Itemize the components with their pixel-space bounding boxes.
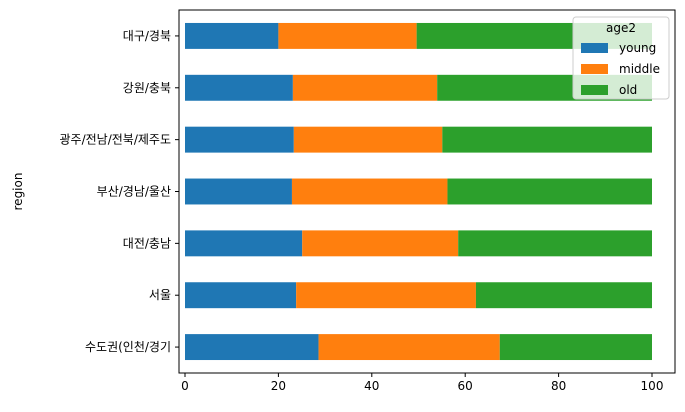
bar-middle-5	[292, 74, 438, 101]
legend-swatch-young	[581, 43, 608, 53]
legend-swatch-middle	[581, 64, 608, 74]
bar-old-0	[499, 334, 652, 361]
bar-young-5	[185, 74, 293, 101]
x-tick-label: 0	[181, 379, 189, 393]
y-tick-label: 부산/경남/울산	[97, 185, 171, 199]
y-tick-label: 수도권(인천/경기	[85, 339, 171, 354]
bar-middle-3	[291, 178, 448, 205]
x-axis: 0 20 40 60 80 100	[181, 373, 663, 393]
bar-old-1	[475, 282, 652, 309]
bar-young-0	[185, 334, 319, 361]
bar-middle-6	[278, 22, 417, 49]
x-tick-label: 80	[551, 379, 566, 393]
bar-young-4	[185, 126, 294, 153]
legend-label-old: old	[619, 83, 637, 97]
bar-middle-2	[302, 230, 459, 257]
bar-old-2	[458, 230, 652, 257]
bar-old-3	[447, 178, 652, 205]
y-tick-label: 광주/전남/전북/제주도	[60, 133, 172, 147]
bar-middle-1	[296, 282, 476, 309]
bar-old-4	[442, 126, 652, 153]
x-tick-label: 20	[271, 379, 286, 393]
legend-swatch-old	[581, 85, 608, 95]
bar-young-2	[185, 230, 303, 257]
legend-title: age2	[606, 21, 636, 35]
y-axis: 수도권(인천/경기 서울 대전/충남 부산/경남/울산 광주/전남/전북/제주도 강원/충…	[60, 29, 179, 354]
bar-middle-0	[318, 334, 500, 361]
legend-label-middle: middle	[619, 62, 660, 76]
bars-layer	[185, 22, 652, 361]
bar-young-1	[185, 282, 297, 309]
x-tick-label: 40	[364, 379, 379, 393]
bar-middle-4	[293, 126, 443, 153]
x-tick-label: 100	[641, 379, 664, 393]
y-tick-label: 대전/충남	[123, 236, 171, 250]
legend: age2 young middle old	[572, 16, 670, 100]
y-tick-label: 강원/충북	[123, 81, 171, 95]
bar-young-6	[185, 22, 279, 49]
y-tick-label: 서울	[149, 288, 171, 302]
x-tick-label: 60	[458, 379, 473, 393]
bar-young-3	[185, 178, 292, 205]
legend-box	[572, 16, 670, 100]
y-tick-label: 대구/경북	[123, 29, 171, 43]
y-axis-title: region	[11, 173, 25, 211]
legend-label-young: young	[619, 41, 656, 55]
